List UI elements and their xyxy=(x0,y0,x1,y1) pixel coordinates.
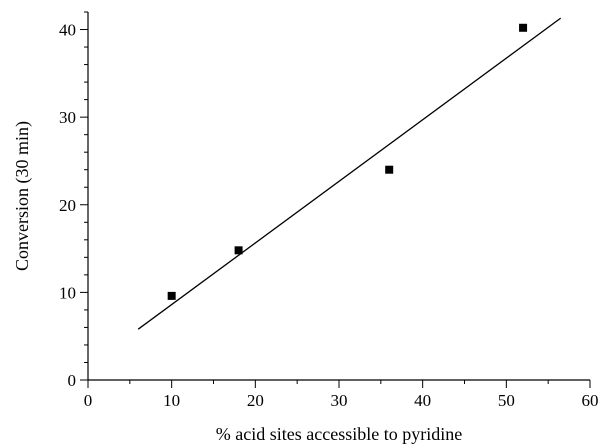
data-point xyxy=(167,291,176,300)
data-point xyxy=(519,23,528,32)
x-tick-label: 0 xyxy=(84,391,93,410)
data-point xyxy=(385,165,394,174)
y-axis-title: Conversion (30 min) xyxy=(12,121,33,271)
y-tick-label: 40 xyxy=(59,21,76,40)
x-tick-label: 30 xyxy=(331,391,348,410)
y-tick-label: 30 xyxy=(59,108,76,127)
y-tick-label: 20 xyxy=(59,196,76,215)
x-tick-label: 60 xyxy=(582,391,599,410)
x-tick-label: 40 xyxy=(414,391,431,410)
x-tick-label: 20 xyxy=(247,391,264,410)
y-tick-label: 0 xyxy=(68,371,77,390)
plot-area xyxy=(137,17,562,330)
axes: 0 10 20 30 40 50 60 0 10 20 30 40 xyxy=(59,11,599,410)
x-tick-label: 50 xyxy=(498,391,515,410)
x-tick-label: 10 xyxy=(163,391,180,410)
x-axis-title: % acid sites accessible to pyridine xyxy=(216,424,462,444)
data-point xyxy=(234,246,243,255)
y-tick-label: 10 xyxy=(59,283,76,302)
trend-line xyxy=(137,17,562,330)
